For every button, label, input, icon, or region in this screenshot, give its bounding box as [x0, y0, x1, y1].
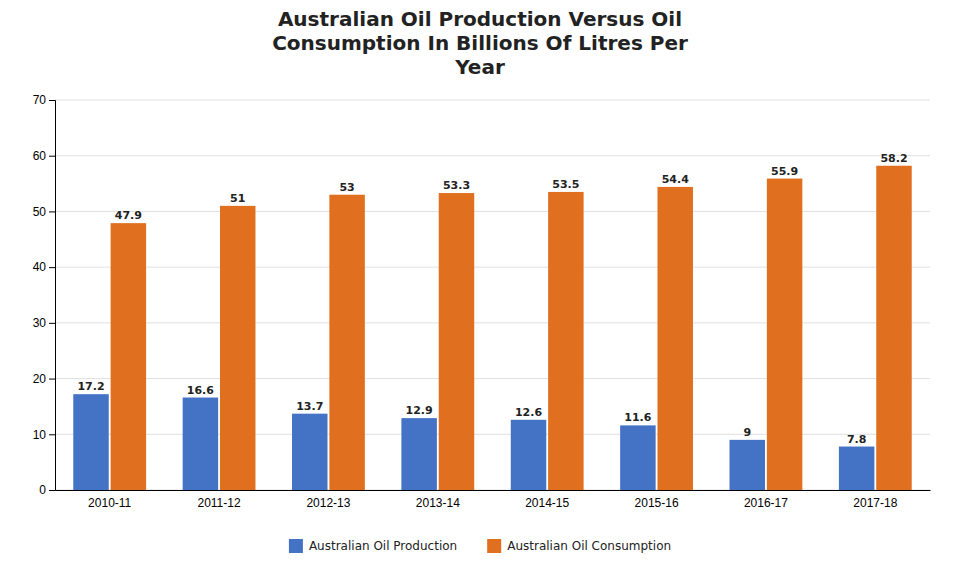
legend-label: Australian Oil Production: [309, 539, 457, 553]
bar: [548, 192, 583, 490]
bar: [292, 414, 327, 490]
x-tick: 2010-11: [88, 496, 131, 510]
title-line: Australian Oil Production Versus Oil: [278, 7, 682, 31]
y-axis: 0 10 20 30 40 50 60 70: [33, 93, 56, 497]
x-tick-label: 2012-13: [306, 496, 350, 510]
y-tick-mark: [49, 490, 55, 491]
x-tick: 2014-15: [525, 496, 569, 510]
bar: [439, 193, 474, 490]
data-label: 17.2: [77, 380, 104, 393]
bar: [183, 398, 218, 490]
data-labels: 17.2 16.6 13.7 12.9 12.6 11.6 9 7.8 47.9 51 53 53.3…: [77, 152, 907, 446]
data-label: 58.2: [880, 152, 907, 165]
x-tick: 2016-17: [744, 496, 788, 510]
data-label: 55.9: [771, 165, 798, 178]
y-tick-mark: [49, 379, 55, 380]
x-tick: 2015-16: [635, 496, 679, 510]
x-tick-label: 2013-14: [416, 496, 460, 510]
bar: [511, 420, 546, 490]
y-tick-label: 20: [33, 372, 47, 386]
x-axis-line: [56, 490, 931, 491]
y-tick-label: 30: [33, 316, 47, 330]
data-label: 16.6: [187, 384, 214, 397]
data-label: 53: [339, 181, 354, 194]
x-tick-label: 2015-16: [635, 496, 679, 510]
y-tick: 70: [33, 93, 55, 107]
y-tick-mark: [49, 323, 55, 324]
x-tick: 2017-18: [853, 496, 897, 510]
data-label: 12.9: [406, 404, 433, 417]
y-tick-mark: [49, 434, 55, 435]
y-tick-label: 50: [33, 205, 47, 219]
y-tick: 20: [33, 372, 55, 386]
y-tick: 10: [33, 428, 55, 442]
y-tick: 50: [33, 205, 55, 219]
bar: [876, 166, 911, 490]
data-label: 51: [230, 192, 245, 205]
grid-line: [55, 155, 930, 156]
bar: [73, 394, 108, 490]
chart: Australian Oil Production Versus OilCons…: [0, 0, 960, 568]
y-tick-label: 10: [33, 428, 47, 442]
x-axis: 2010-11 2011-12 2012-13 2013-14 2014-15 2015-…: [56, 491, 931, 511]
title: Australian Oil Production Versus OilCons…: [272, 7, 688, 79]
x-tick: 2012-13: [306, 496, 350, 510]
x-tick-label: 2011-12: [197, 496, 240, 510]
bar: [329, 195, 364, 490]
y-tick-label: 40: [33, 260, 47, 274]
bar: [657, 187, 692, 490]
data-label: 54.4: [662, 173, 689, 186]
bar: [620, 425, 655, 490]
y-tick-mark: [49, 156, 55, 157]
x-tick-label: 2014-15: [525, 496, 569, 510]
y-axis-line: [49, 101, 56, 491]
grid-line: [55, 100, 930, 101]
legend-item: Australian Oil Consumption: [487, 539, 671, 553]
x-tick-label: 2017-18: [853, 496, 897, 510]
title-line: Year: [454, 55, 505, 79]
data-label: 53.3: [443, 179, 470, 192]
data-label: 53.5: [552, 178, 579, 191]
data-label: 9: [743, 426, 751, 439]
data-label: 12.6: [515, 406, 542, 419]
y-tick-label: 60: [33, 149, 47, 163]
legend-swatch: [487, 539, 501, 553]
y-tick: 40: [33, 260, 55, 274]
plot: 0 10 20 30 40 50 60 70 2010-11 2011-12 2012-13 2013…: [33, 93, 931, 510]
legend-item: Australian Oil Production: [289, 539, 457, 553]
y-tick-label: 0: [39, 483, 46, 497]
data-label: 11.6: [624, 411, 651, 424]
legend-label: Australian Oil Consumption: [507, 539, 671, 553]
series: [111, 166, 912, 490]
data-label: 7.8: [847, 433, 867, 446]
bar: [401, 418, 436, 490]
bar: [730, 440, 765, 490]
y-tick: 60: [33, 149, 55, 163]
bars: [73, 166, 911, 490]
x-tick-label: 2016-17: [744, 496, 788, 510]
bar: [220, 206, 255, 490]
x-tick: 2011-12: [197, 496, 240, 510]
x-tick-label: 2010-11: [88, 496, 131, 510]
legend-swatch: [289, 539, 303, 553]
grid: [55, 100, 930, 490]
y-tick-label: 70: [33, 93, 47, 107]
title-line: Consumption In Billions Of Litres Per: [272, 31, 688, 55]
y-tick: 0: [39, 483, 55, 497]
data-label: 47.9: [115, 209, 142, 222]
y-tick-mark: [49, 100, 55, 101]
bar: [111, 223, 146, 490]
y-tick: 30: [33, 316, 55, 330]
y-tick-mark: [49, 267, 55, 268]
bar: [839, 447, 874, 490]
x-tick: 2013-14: [416, 496, 460, 510]
bar: [767, 179, 802, 490]
legend: Australian Oil Production Australian Oil …: [289, 539, 671, 553]
data-label: 13.7: [296, 400, 323, 413]
y-tick-mark: [49, 211, 55, 212]
